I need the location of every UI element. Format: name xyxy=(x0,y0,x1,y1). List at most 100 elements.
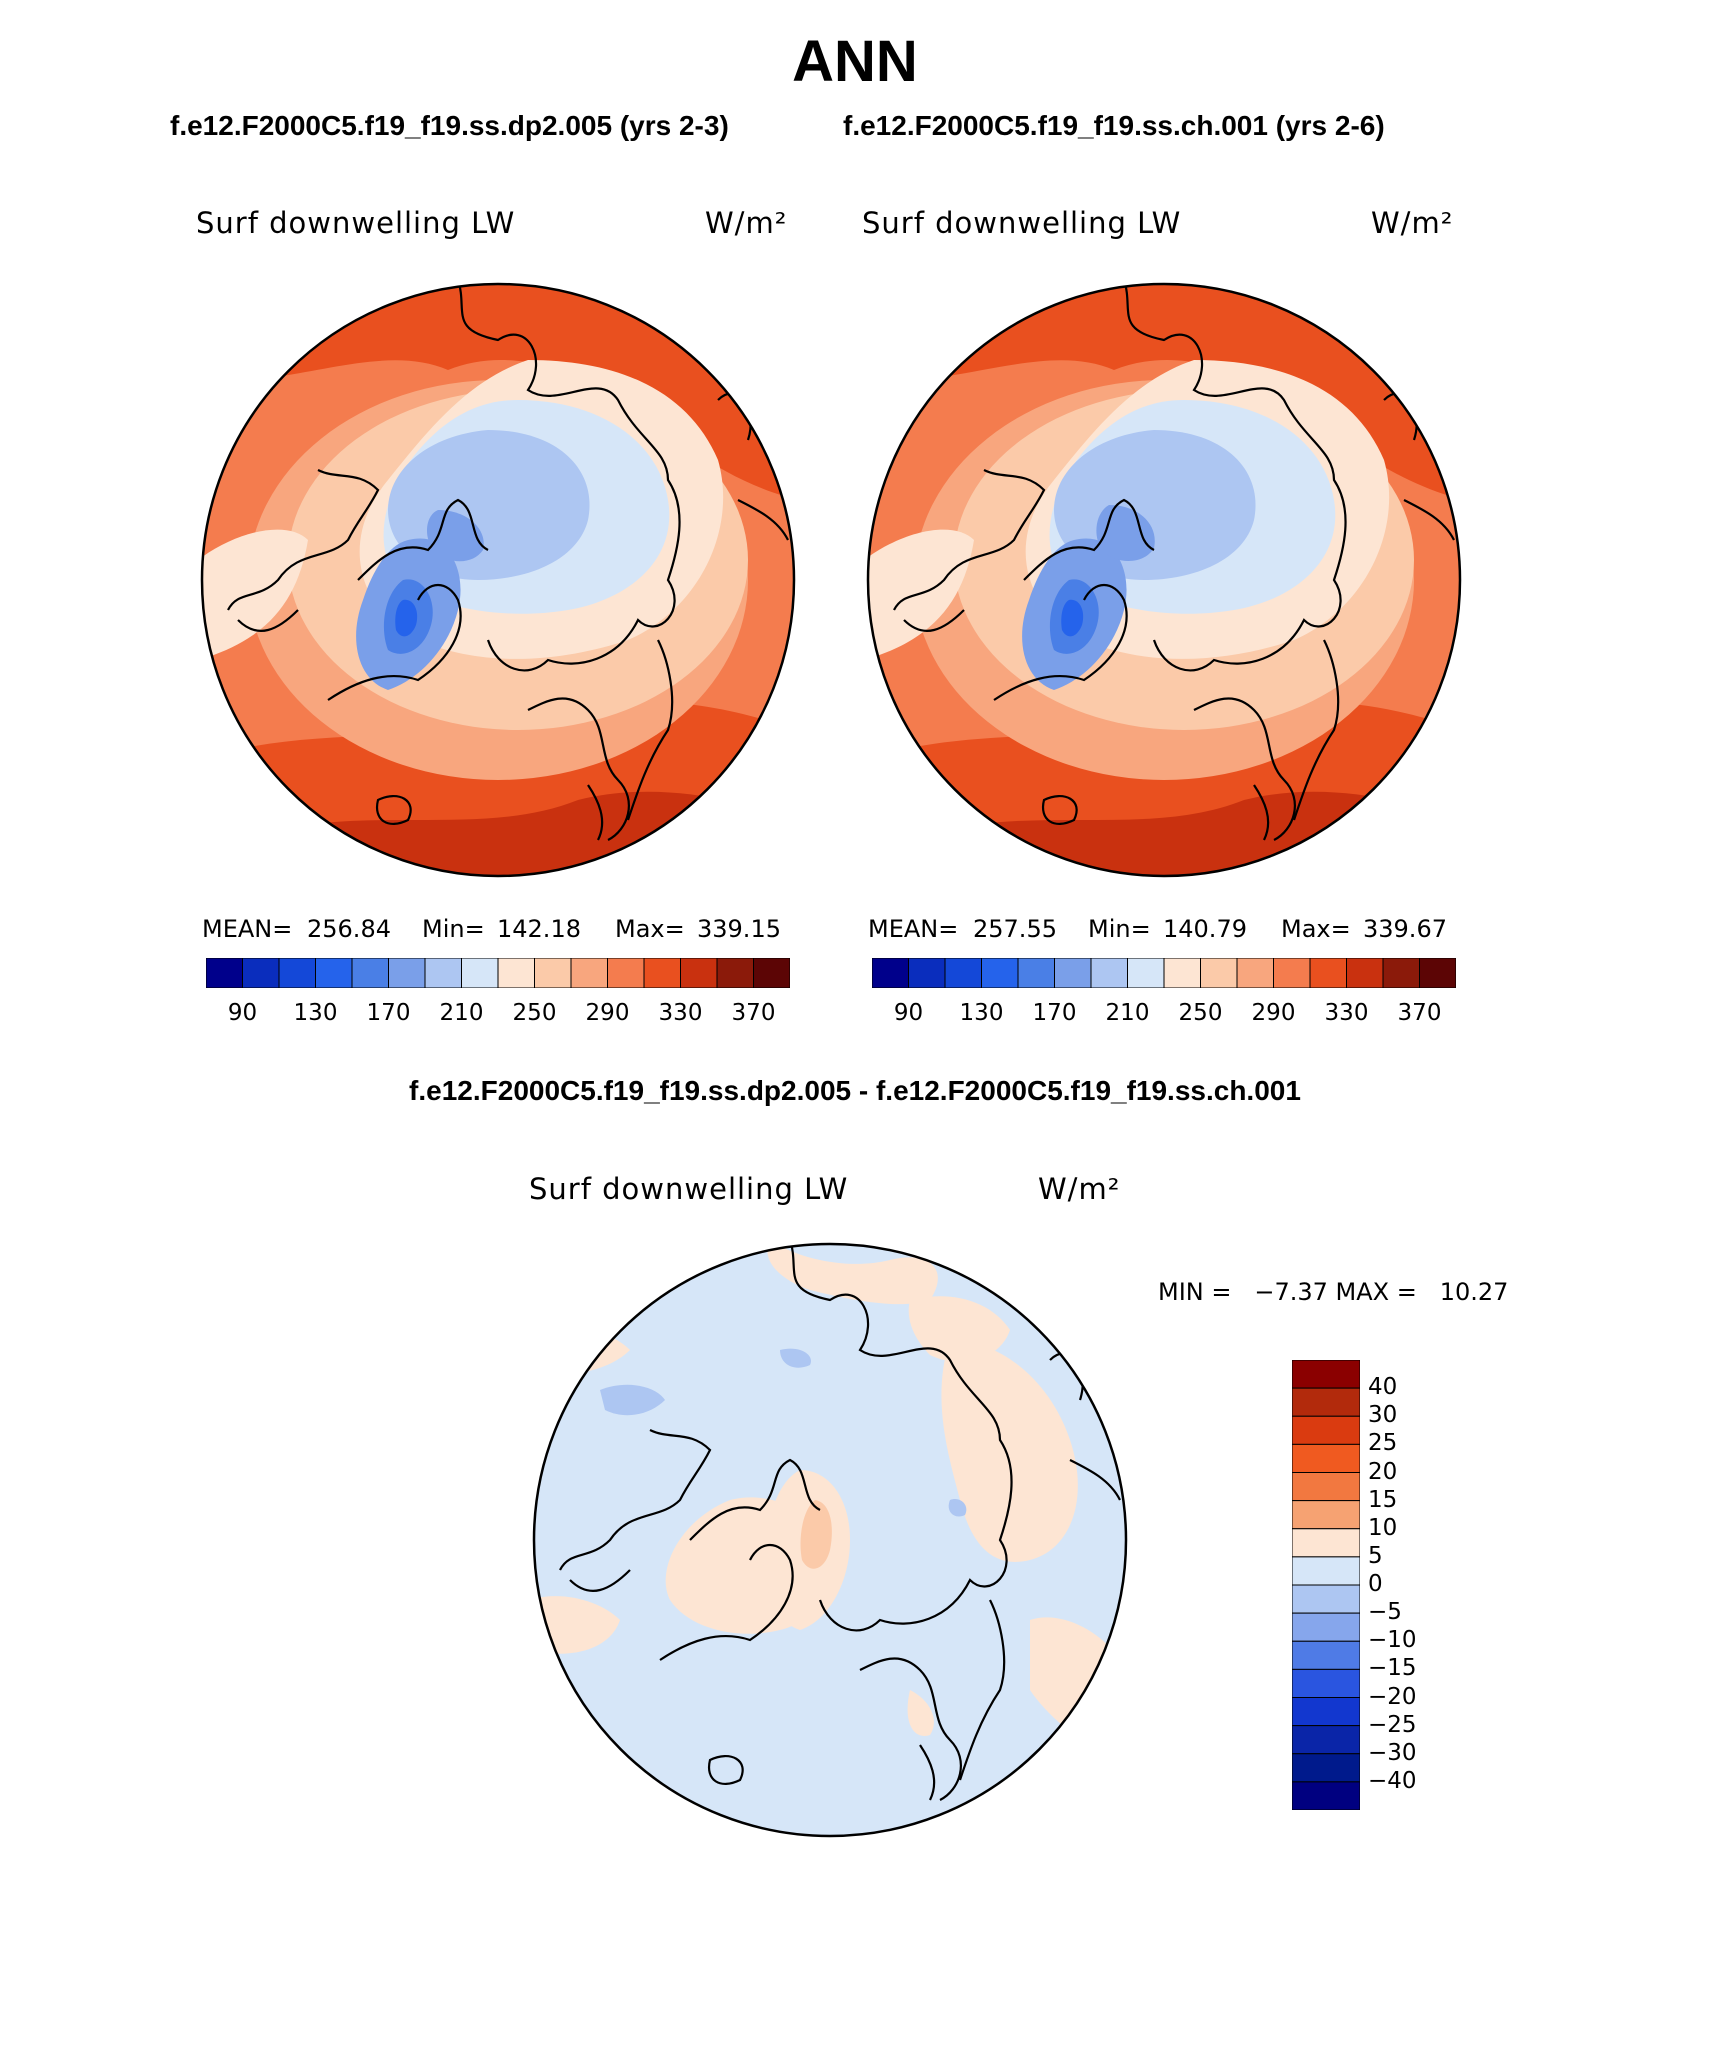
colorbar-tick-label: 0 xyxy=(1368,1571,1383,1597)
right-coastlines xyxy=(893,284,1455,841)
colorbar-swatch xyxy=(1292,1584,1360,1614)
colorbar-swatch xyxy=(1292,1697,1360,1727)
colorbar-swatch xyxy=(388,958,426,988)
left-case-subtitle: f.e12.F2000C5.f19_f19.ss.dp2.005 (yrs 2-… xyxy=(170,110,729,141)
colorbar-swatch xyxy=(1090,958,1128,988)
colorbar-tick-label: 30 xyxy=(1368,1402,1398,1429)
colorbar-swatch xyxy=(315,958,353,988)
colorbar-tick-label: 10 xyxy=(1368,1514,1398,1541)
colorbar-tick-label: 330 xyxy=(658,1000,703,1026)
diff-units-label: W/m² xyxy=(1038,1172,1121,1206)
diff-minmax-label: MIN = −7.37 MAX = 10.27 xyxy=(1158,1278,1509,1306)
colorbar-swatch xyxy=(753,958,790,988)
colorbar-tick-label: −25 xyxy=(1368,1711,1417,1738)
colorbar-swatch xyxy=(1419,958,1456,988)
right-mean-label: MEAN= xyxy=(868,915,959,943)
colorbar-swatch xyxy=(1309,958,1347,988)
colorbar-tick-label: 330 xyxy=(1324,1000,1369,1026)
colorbar-swatch xyxy=(607,958,645,988)
colorbar-swatch xyxy=(1200,958,1238,988)
colorbar-swatch xyxy=(1292,1725,1360,1755)
colorbar-swatch xyxy=(1382,958,1420,988)
right-polar-map xyxy=(866,282,1462,878)
colorbar-swatch xyxy=(1292,1387,1360,1417)
colorbar-swatch xyxy=(1017,958,1055,988)
colorbar-tick-label: 290 xyxy=(585,1000,630,1026)
colorbar-tick-label: 370 xyxy=(1397,1000,1442,1026)
left-polar-map xyxy=(200,282,796,878)
colorbar-tick-label: −20 xyxy=(1368,1683,1417,1710)
colorbar-tick-label: −10 xyxy=(1368,1627,1417,1654)
colorbar-tick-label: 5 xyxy=(1368,1542,1383,1569)
colorbar-swatch xyxy=(872,958,909,988)
colorbar-swatch xyxy=(497,958,535,988)
colorbar-swatch xyxy=(1292,1528,1360,1558)
right-units-label: W/m² xyxy=(1371,206,1454,240)
colorbar-tick-label: 170 xyxy=(366,1000,411,1026)
left-variable-label: Surf downwelling LW xyxy=(196,206,516,240)
left-min-value: 142.18 xyxy=(497,915,581,943)
difference-polar-map xyxy=(532,1242,1128,1838)
diff-colorbar xyxy=(1292,1360,1360,1810)
right-max-label: Max= xyxy=(1281,915,1351,943)
left-mean-value: 256.84 xyxy=(307,915,391,943)
colorbar-tick-label: 130 xyxy=(293,1000,338,1026)
colorbar-tick-label: 210 xyxy=(1105,1000,1150,1026)
colorbar-tick-label: 90 xyxy=(227,1000,258,1026)
right-colorbar xyxy=(872,958,1456,988)
colorbar-tick-label: 170 xyxy=(1032,1000,1077,1026)
colorbar-tick-label: 25 xyxy=(1368,1430,1398,1457)
colorbar-tick-label: 250 xyxy=(1178,1000,1223,1026)
colorbar-tick-label: 40 xyxy=(1368,1374,1398,1401)
colorbar-tick-label: 250 xyxy=(512,1000,557,1026)
colorbar-tick-label: 15 xyxy=(1368,1486,1398,1513)
right-min-value: 140.79 xyxy=(1163,915,1247,943)
colorbar-tick-label: −40 xyxy=(1368,1767,1417,1794)
colorbar-swatch xyxy=(206,958,243,988)
left-units-label: W/m² xyxy=(705,206,788,240)
figure-title: ANN xyxy=(792,29,918,94)
colorbar-tick-label: 290 xyxy=(1251,1000,1296,1026)
diff-map-border xyxy=(532,1242,1128,1838)
colorbar-swatch xyxy=(643,958,681,988)
right-min-label: Min= xyxy=(1088,915,1151,943)
left-coastlines xyxy=(227,284,789,841)
colorbar-swatch xyxy=(1054,958,1092,988)
colorbar-tick-label: 130 xyxy=(959,1000,1004,1026)
colorbar-swatch xyxy=(1127,958,1165,988)
colorbar-swatch xyxy=(1292,1500,1360,1530)
colorbar-swatch xyxy=(1292,1415,1360,1445)
right-max-value: 339.67 xyxy=(1363,915,1447,943)
colorbar-swatch xyxy=(1346,958,1384,988)
colorbar-swatch xyxy=(1292,1556,1360,1586)
colorbar-tick-label: 90 xyxy=(893,1000,924,1026)
colorbar-swatch xyxy=(1292,1668,1360,1698)
colorbar-tick-label: −30 xyxy=(1368,1739,1417,1766)
difference-title: f.e12.F2000C5.f19_f19.ss.dp2.005 - f.e12… xyxy=(409,1075,1301,1106)
right-mean-value: 257.55 xyxy=(973,915,1057,943)
colorbar-swatch xyxy=(716,958,754,988)
colorbar-swatch xyxy=(1273,958,1311,988)
colorbar-swatch xyxy=(908,958,946,988)
colorbar-swatch xyxy=(981,958,1019,988)
colorbar-swatch xyxy=(1292,1640,1360,1670)
colorbar-swatch xyxy=(461,958,499,988)
right-case-subtitle: f.e12.F2000C5.f19_f19.ss.ch.001 (yrs 2-6… xyxy=(843,110,1385,141)
right-variable-label: Surf downwelling LW xyxy=(862,206,1182,240)
colorbar-tick-label: 370 xyxy=(731,1000,776,1026)
colorbar-tick-label: 20 xyxy=(1368,1458,1398,1485)
colorbar-tick-label: −5 xyxy=(1368,1599,1402,1626)
colorbar-tick-label: −15 xyxy=(1368,1655,1417,1682)
right-map-border xyxy=(866,282,1462,878)
colorbar-swatch xyxy=(351,958,389,988)
left-max-value: 339.15 xyxy=(697,915,781,943)
colorbar-tick-label: 210 xyxy=(439,1000,484,1026)
colorbar-swatch xyxy=(424,958,462,988)
colorbar-swatch xyxy=(242,958,280,988)
colorbar-swatch xyxy=(570,958,608,988)
left-colorbar xyxy=(206,958,790,988)
colorbar-swatch xyxy=(1292,1472,1360,1502)
colorbar-swatch xyxy=(534,958,572,988)
diff-variable-label: Surf downwelling LW xyxy=(529,1172,849,1206)
colorbar-swatch xyxy=(278,958,316,988)
